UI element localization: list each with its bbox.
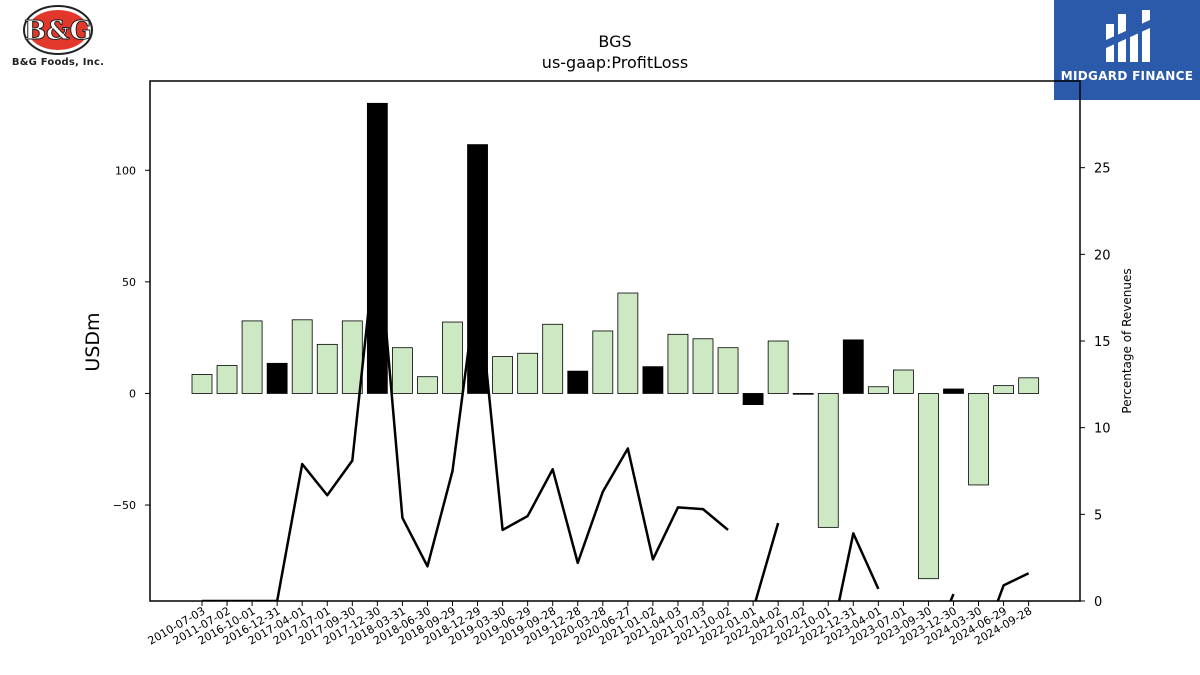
revenue-pct-line-segment-7 [996,572,1030,601]
bar-2023-12-30 [943,388,964,394]
bar-2021-07-03 [692,338,714,394]
revenue-pct-line-segment-2 [754,522,780,601]
bar-2018-06-30 [417,376,438,394]
y2-tick-label: 5 [1094,508,1102,523]
chart-title: BGS [598,32,632,51]
bar-2023-07-01 [893,369,914,394]
y-tick-label: 100 [115,164,136,177]
midgard-finance-logo-icon [1106,10,1150,62]
bg-foods-logo-icon: B&G [23,5,93,55]
bar-2022-07-02 [792,393,814,395]
bar-2023-04-01 [867,386,889,394]
bar-2022-10-01 [817,393,839,528]
y2-tick-label: 0 [1094,595,1102,610]
bar-2019-09-28 [542,323,564,394]
y-axis-label: USDm [82,312,104,371]
bar-2021-01-02 [642,366,664,394]
bar-2019-06-29 [517,352,539,394]
bar-2024-03-30 [968,393,989,486]
bar-2021-04-03 [667,333,689,394]
plot-frame [149,80,1081,602]
y2-tick-label: 10 [1094,422,1111,437]
bar-2017-09-30 [341,320,363,394]
bar-2020-06-27 [617,292,639,394]
y2-tick-label: 20 [1094,248,1111,263]
y-tick-label: 50 [122,276,136,289]
bar-2017-04-01 [291,319,313,394]
bar-2024-06-29 [993,385,1014,394]
bar-2022-01-01 [742,393,764,406]
bar-2020-03-28 [592,330,614,394]
bar-2017-07-01 [316,343,338,394]
bar-2023-09-30 [918,393,939,580]
bar-2021-10-02 [717,347,739,394]
bar-2022-04-02 [767,340,789,394]
y-tick-label: −50 [113,499,136,512]
bar-2018-09-29 [442,321,463,394]
svg-text:B&G: B&G [24,16,92,46]
midgard-finance-logo: MIDGARD FINANCE [1054,0,1200,100]
bar-2011-07-02 [216,365,238,394]
midgard-finance-brand-text: MIDGARD FINANCE [1060,69,1194,83]
bar-2016-10-01 [241,320,263,394]
bar-2019-03-30 [492,356,514,394]
bar-2017-12-30 [366,102,388,394]
y2-tick-label: 15 [1094,335,1111,350]
bar-2018-03-31 [391,347,413,394]
chart-subtitle: us-gaap:ProfitLoss [541,53,689,72]
bar-2024-09-28 [1018,377,1040,394]
y2-tick-label: 25 [1094,162,1111,177]
revenue-pct-line-segment-1 [202,227,729,601]
y2-axis-label: Percentage of Revenues [1120,268,1134,413]
y-tick-label: 0 [129,387,136,400]
bar-2010-07-03 [191,374,213,394]
revenue-pct-line-segment-4 [837,532,880,601]
bar-2019-12-28 [567,370,589,394]
bg-foods-brand-text: B&G Foods, Inc. [11,57,105,68]
bar-2022-12-31 [842,339,864,394]
bar-2016-12-31 [266,362,288,394]
bg-foods-logo: B&G B&G Foods, Inc. [4,4,112,70]
